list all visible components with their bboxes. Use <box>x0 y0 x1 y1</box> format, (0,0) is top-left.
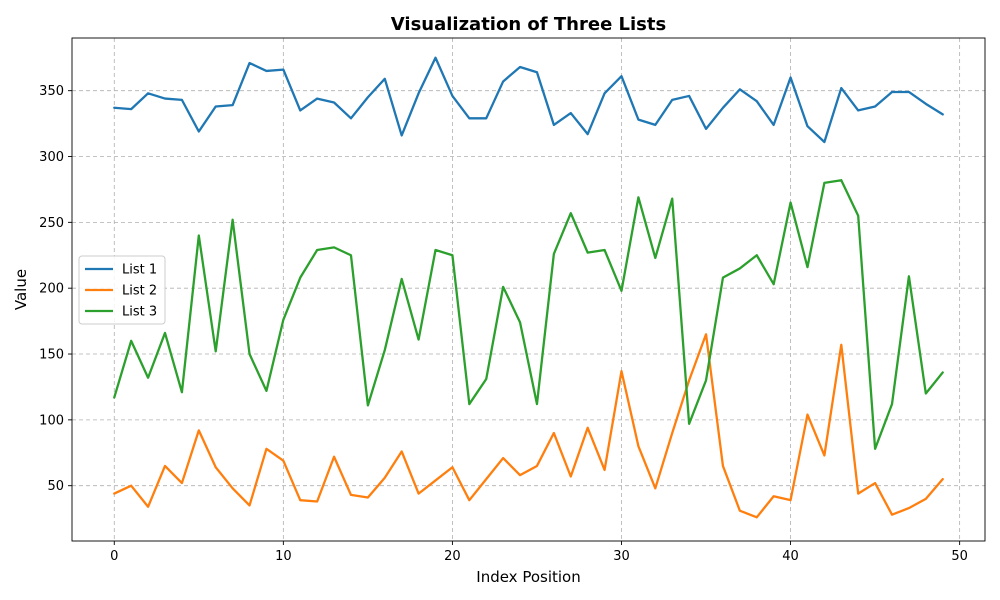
legend: List 1 List 2 List 3 <box>78 255 166 325</box>
legend-label: List 3 <box>122 305 157 320</box>
grid-layer <box>72 38 985 541</box>
legend-label: List 1 <box>122 263 157 278</box>
y-axis-label: Value <box>12 269 30 310</box>
x-tick-label: 20 <box>444 549 461 564</box>
x-tick-label: 40 <box>782 549 799 564</box>
tick-layer: 0 10 20 30 40 50 50 100 150 200 250 300 350 <box>39 84 968 564</box>
series-line-2 <box>113 333 944 519</box>
x-axis-label: Index Position <box>476 568 580 586</box>
series-line-3 <box>113 179 944 450</box>
y-tick-label: 50 <box>47 479 64 494</box>
y-tick-label: 350 <box>39 84 64 99</box>
series-line-1 <box>113 56 944 144</box>
x-tick-label: 0 <box>110 549 118 564</box>
legend-label: List 2 <box>122 284 157 299</box>
x-tick-label: 50 <box>951 549 968 564</box>
y-tick-label: 150 <box>39 348 64 363</box>
y-tick-label: 200 <box>39 282 64 297</box>
series-layer <box>113 56 944 519</box>
x-tick-label: 30 <box>613 549 630 564</box>
plot-frame <box>71 37 986 542</box>
y-tick-label: 100 <box>39 413 64 428</box>
legend-box <box>78 255 166 325</box>
y-tick-label: 300 <box>39 150 64 165</box>
y-tick-label: 250 <box>39 216 64 231</box>
x-tick-label: 10 <box>275 549 292 564</box>
chart-title: Visualization of Three Lists <box>391 14 666 35</box>
